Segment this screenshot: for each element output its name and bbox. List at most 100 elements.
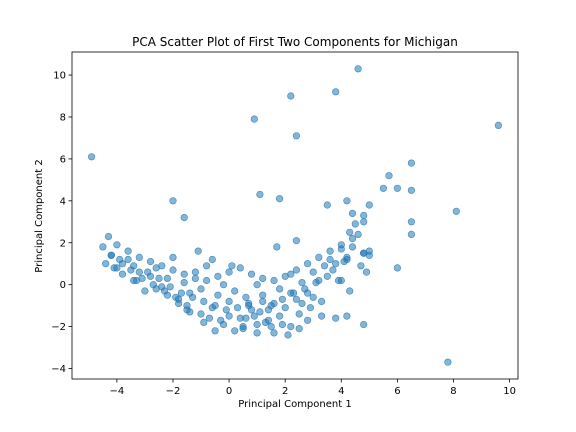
data-point <box>135 268 143 276</box>
data-point <box>155 274 163 283</box>
data-point <box>169 266 177 274</box>
data-point <box>225 312 233 320</box>
data-point <box>200 318 208 327</box>
x-tick-label: 10 <box>503 386 516 397</box>
y-tick-label: 4 <box>60 196 66 207</box>
data-point <box>332 314 340 322</box>
data-point <box>407 230 416 238</box>
data-point <box>87 153 96 161</box>
data-point <box>298 279 306 287</box>
data-point <box>315 276 323 285</box>
data-point <box>256 190 264 199</box>
data-point <box>276 312 284 320</box>
data-point <box>127 266 135 274</box>
data-point <box>309 293 317 301</box>
data-point <box>203 262 211 270</box>
x-tick-label: −2 <box>166 386 181 397</box>
data-point <box>99 243 107 251</box>
y-tick-label: 6 <box>60 154 66 165</box>
data-point <box>318 312 326 320</box>
data-point <box>385 172 393 180</box>
data-point <box>231 287 239 295</box>
data-point <box>231 327 239 335</box>
chart-title: PCA Scatter Plot of First Two Components… <box>132 35 458 49</box>
data-point <box>203 276 211 285</box>
data-point <box>118 260 127 268</box>
data-point <box>253 281 261 289</box>
data-point <box>326 255 334 264</box>
data-point <box>191 274 199 283</box>
x-tick-label: 8 <box>450 386 456 397</box>
data-point <box>329 266 337 274</box>
data-point <box>284 331 292 339</box>
data-point <box>320 262 329 270</box>
data-point <box>292 237 301 245</box>
x-tick-label: 0 <box>226 386 232 397</box>
data-point <box>175 295 183 303</box>
data-point <box>169 197 177 205</box>
x-axis-label: Principal Component 1 <box>238 399 351 410</box>
data-point <box>270 276 278 285</box>
data-point <box>197 310 205 318</box>
data-point <box>315 253 323 261</box>
y-tick-label: −2 <box>51 322 66 333</box>
x-tick-label: 6 <box>394 386 400 397</box>
scatter-points <box>87 65 503 366</box>
data-point <box>177 289 185 297</box>
data-point <box>163 291 171 299</box>
y-tick-label: 10 <box>53 71 66 82</box>
data-point <box>259 274 267 283</box>
data-point <box>346 228 354 236</box>
data-point <box>346 287 354 295</box>
data-point <box>228 262 236 270</box>
data-point <box>146 258 155 266</box>
x-tick-label: 2 <box>282 386 288 397</box>
data-point <box>264 306 273 314</box>
data-point <box>309 268 317 276</box>
data-point <box>102 260 110 268</box>
y-axis-label: Principal Component 2 <box>34 159 45 272</box>
data-point <box>365 247 373 255</box>
data-point <box>295 310 303 318</box>
data-point <box>360 218 368 226</box>
data-point <box>166 283 174 291</box>
data-point <box>256 308 264 316</box>
data-point <box>219 320 228 329</box>
data-point <box>197 285 205 293</box>
data-point <box>334 276 343 285</box>
data-point <box>200 297 208 306</box>
data-point <box>348 243 357 251</box>
data-point <box>276 285 284 293</box>
data-point <box>354 65 362 73</box>
data-point <box>225 297 233 306</box>
data-point <box>118 270 127 278</box>
data-point <box>267 323 275 331</box>
data-point <box>107 251 115 259</box>
data-point <box>152 264 160 272</box>
data-point <box>169 253 177 261</box>
data-point <box>379 184 388 192</box>
data-point <box>130 276 138 285</box>
data-point <box>393 184 402 192</box>
data-point <box>208 255 216 264</box>
data-point <box>287 92 295 100</box>
data-point <box>343 253 351 261</box>
y-tick-label: 8 <box>60 112 66 123</box>
data-point <box>180 279 188 287</box>
data-point <box>407 218 416 226</box>
data-point <box>444 358 452 366</box>
data-point <box>239 323 247 331</box>
data-point <box>304 260 312 268</box>
data-point <box>332 88 340 96</box>
axes-frame <box>71 51 519 380</box>
data-point <box>304 316 312 324</box>
data-point <box>180 214 188 222</box>
data-point <box>270 329 278 337</box>
data-point <box>278 320 287 329</box>
data-point <box>360 211 368 220</box>
data-point <box>326 247 334 255</box>
x-tick-label: −4 <box>110 386 125 397</box>
data-point <box>273 243 281 251</box>
data-point <box>259 291 267 299</box>
y-tick-label: 0 <box>60 280 66 291</box>
